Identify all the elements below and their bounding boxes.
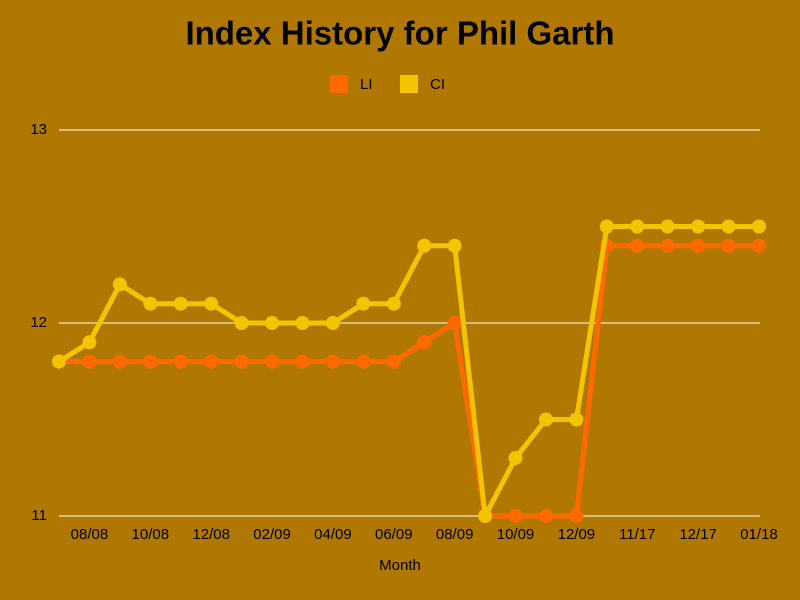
legend-label: CI	[430, 76, 445, 93]
x-axis-label: Month	[379, 557, 421, 574]
data-point	[265, 316, 280, 330]
data-point	[112, 277, 127, 292]
data-point	[325, 316, 340, 330]
x-tick-label: 02/09	[253, 526, 291, 543]
data-point	[630, 219, 645, 234]
data-point	[447, 238, 462, 253]
x-tick-label: 11/17	[619, 526, 655, 543]
x-tick-label: 01/18	[740, 526, 778, 543]
x-tick-label: 08/09	[436, 526, 474, 543]
data-point	[112, 354, 127, 369]
data-point	[508, 509, 523, 523]
data-point	[265, 354, 280, 369]
data-point	[447, 316, 462, 330]
x-tick-label: 06/09	[375, 526, 413, 543]
x-tick-label: 12/08	[192, 526, 230, 543]
data-point	[82, 354, 97, 369]
data-point	[143, 354, 158, 369]
data-point	[234, 316, 249, 330]
data-point	[356, 354, 371, 369]
data-point	[691, 219, 706, 234]
y-tick-label: 11	[31, 507, 47, 524]
data-point	[417, 335, 432, 350]
x-tick-label: 10/09	[497, 526, 535, 543]
data-point	[173, 296, 188, 311]
data-point	[52, 354, 66, 369]
legend-swatch	[400, 75, 418, 93]
data-point	[721, 238, 736, 253]
data-point	[691, 238, 706, 253]
data-point	[569, 412, 584, 427]
legend-swatch	[330, 75, 348, 93]
data-point	[234, 354, 249, 369]
y-tick-label: 12	[30, 314, 47, 331]
data-point	[417, 238, 432, 253]
x-tick-label: 04/09	[314, 526, 352, 543]
data-point	[538, 412, 553, 427]
data-point	[752, 238, 766, 253]
legend-label: LI	[360, 76, 373, 93]
data-point	[538, 509, 553, 523]
data-point	[721, 219, 736, 234]
data-point	[356, 296, 371, 311]
data-point	[569, 509, 584, 523]
data-point	[173, 354, 188, 369]
data-point	[295, 354, 310, 369]
data-point	[386, 354, 401, 369]
data-point	[752, 219, 766, 234]
x-tick-label: 12/17	[679, 526, 717, 543]
y-tick-label: 13	[30, 121, 47, 138]
x-tick-label: 12/09	[558, 526, 596, 543]
data-point	[599, 219, 614, 234]
data-point	[630, 238, 645, 253]
x-tick-label: 08/08	[71, 526, 109, 543]
chart-title: Index History for Phil Garth	[185, 15, 614, 52]
data-point	[143, 296, 158, 311]
data-point	[325, 354, 340, 369]
data-point	[204, 296, 219, 311]
data-point	[82, 335, 97, 350]
data-point	[508, 451, 523, 466]
data-point	[295, 316, 310, 330]
x-tick-label: 10/08	[132, 526, 170, 543]
data-point	[204, 354, 219, 369]
data-point	[386, 296, 401, 311]
data-point	[660, 219, 675, 234]
data-point	[660, 238, 675, 253]
data-point	[478, 509, 493, 523]
